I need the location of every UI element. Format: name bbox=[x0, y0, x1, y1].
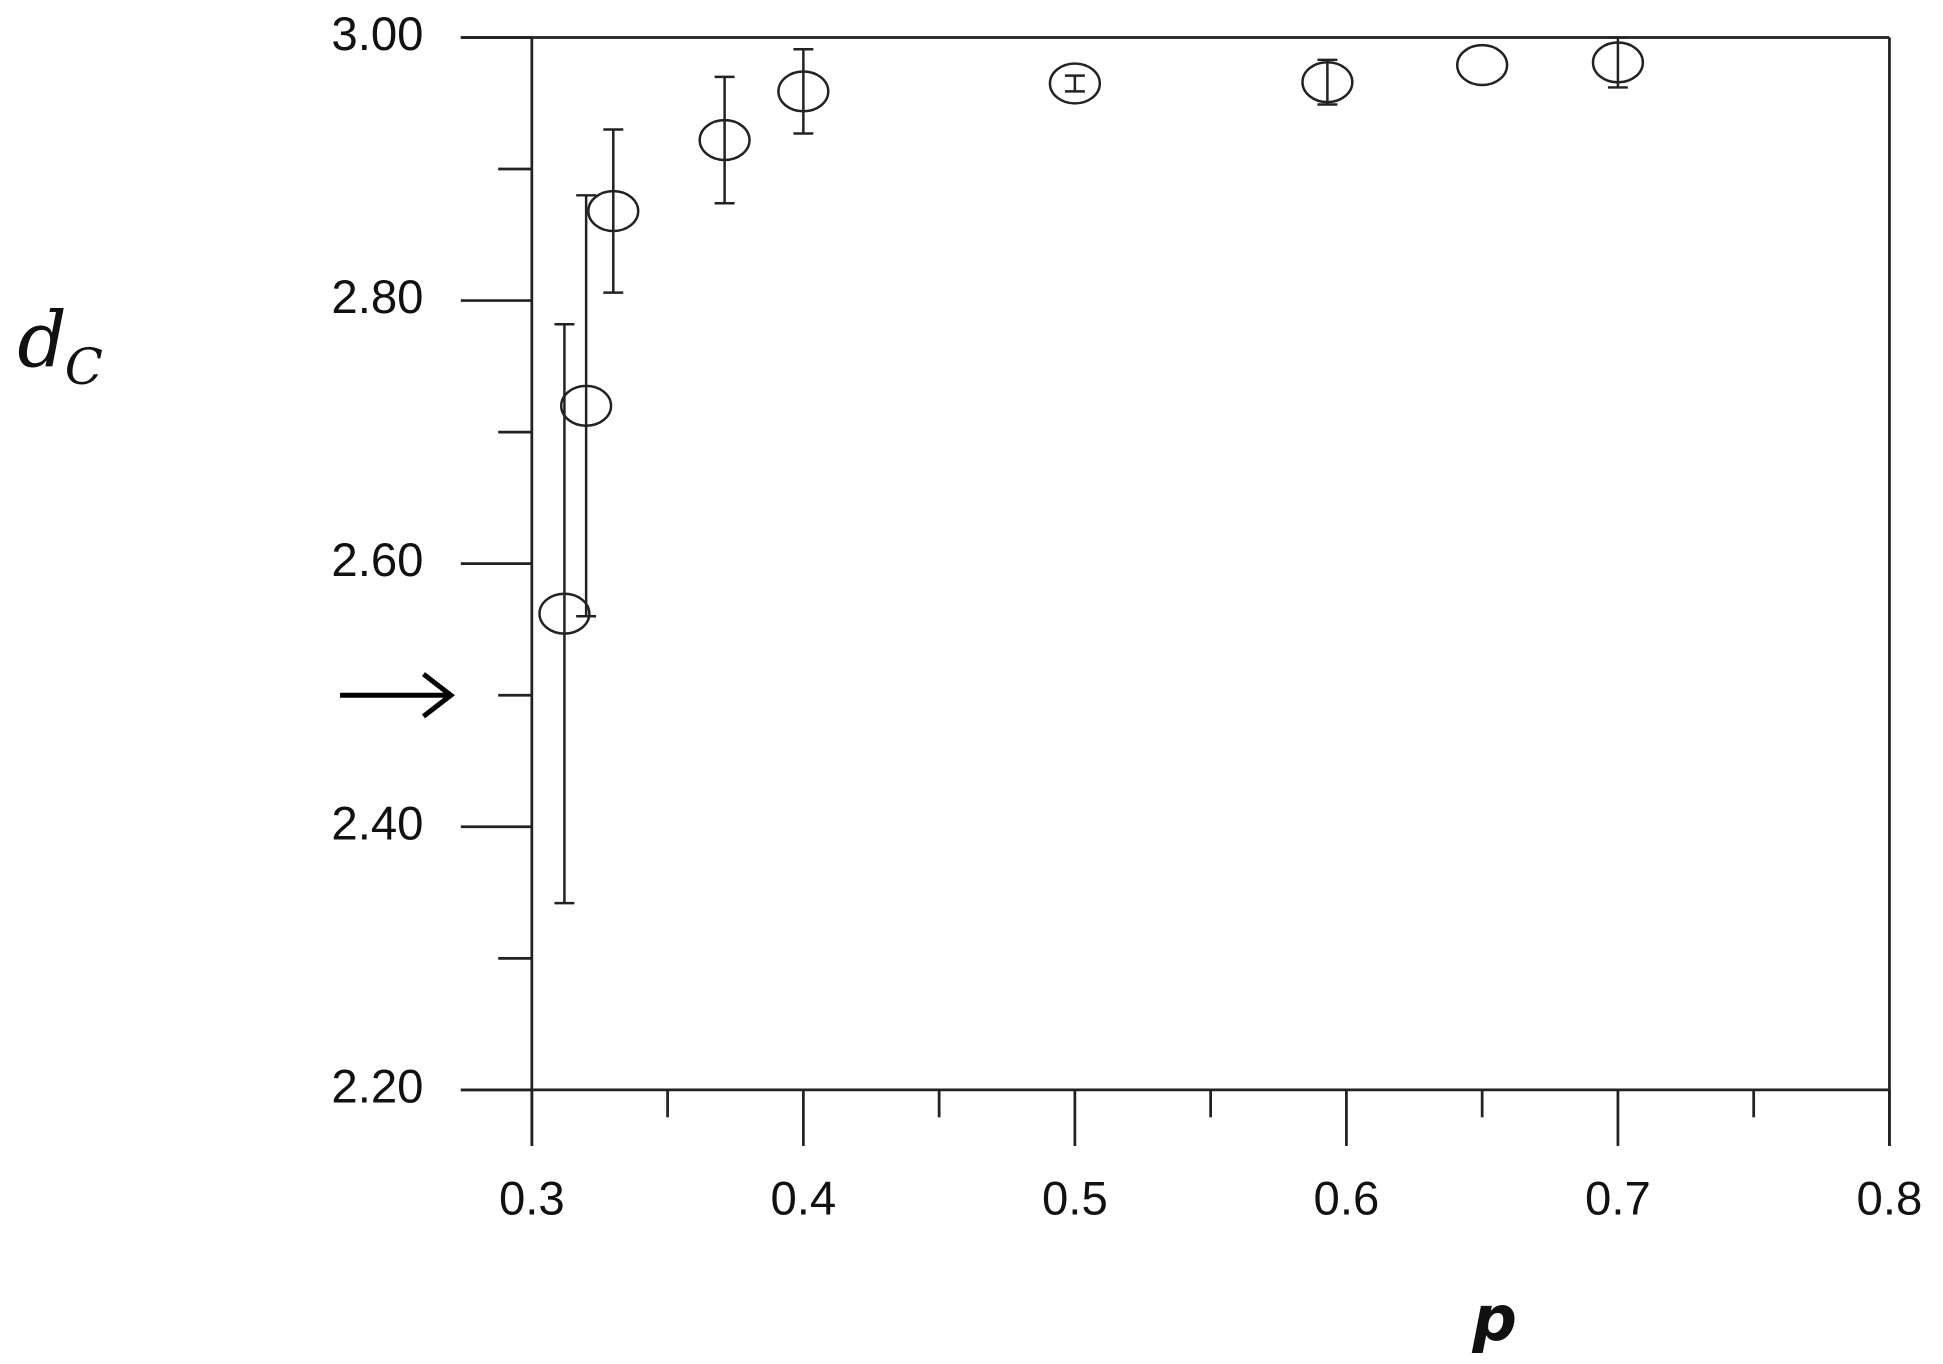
error-bar bbox=[714, 75, 735, 205]
data-point bbox=[1591, 41, 1645, 84]
error-bar bbox=[603, 128, 624, 294]
y-tick-label: 3.00 bbox=[331, 8, 423, 61]
data-point bbox=[1048, 62, 1102, 105]
data-point bbox=[559, 384, 613, 427]
error-bar bbox=[576, 194, 597, 618]
data-point bbox=[1456, 43, 1509, 87]
x-tick-label: 0.6 bbox=[1314, 1173, 1380, 1226]
data-point bbox=[698, 118, 751, 162]
y-axis-label: d bbox=[17, 295, 66, 385]
x-tick-label: 0.7 bbox=[1585, 1173, 1651, 1226]
error-bar bbox=[554, 322, 575, 905]
y-tick-label: 2.20 bbox=[331, 1060, 423, 1113]
data-point bbox=[538, 592, 591, 635]
x-axis-label: p bbox=[1471, 1282, 1517, 1355]
data-point bbox=[777, 70, 830, 113]
x-tick-label: 0.4 bbox=[770, 1173, 836, 1226]
error-bar bbox=[793, 48, 814, 135]
x-tick-label: 0.3 bbox=[499, 1173, 565, 1226]
error-bar bbox=[1064, 74, 1085, 93]
error-bar bbox=[1317, 58, 1338, 106]
y-tick-label: 2.80 bbox=[331, 271, 423, 324]
x-tick-label: 0.5 bbox=[1042, 1173, 1108, 1226]
x-tick-label: 0.8 bbox=[1857, 1173, 1923, 1226]
y-axis-label-subscript: C bbox=[65, 338, 103, 396]
y-tick-label: 2.40 bbox=[331, 797, 423, 850]
y-tick-label: 2.60 bbox=[331, 534, 423, 587]
data-point bbox=[587, 189, 640, 233]
error-bar bbox=[1607, 36, 1628, 89]
data-point bbox=[1301, 61, 1354, 104]
arrow bbox=[340, 672, 455, 719]
